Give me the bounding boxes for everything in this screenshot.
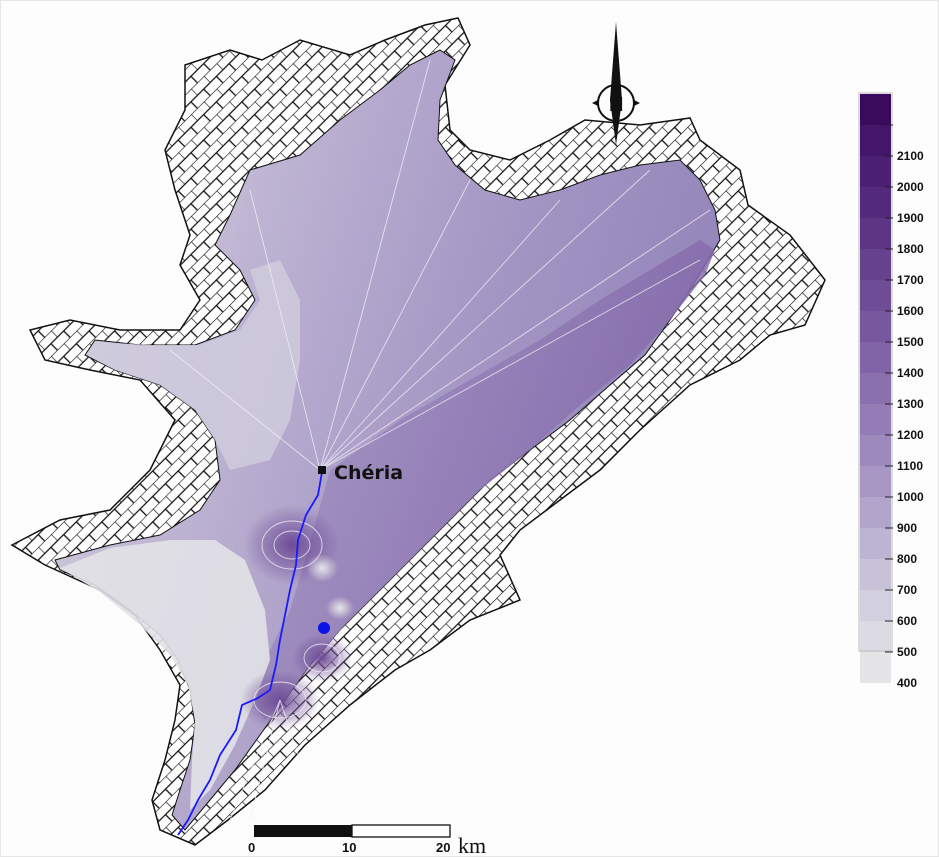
legend-swatch bbox=[860, 466, 891, 497]
light-spot bbox=[306, 554, 338, 582]
legend-swatch bbox=[860, 311, 891, 342]
legend-label: 1100 bbox=[897, 459, 923, 473]
legend-label: 1200 bbox=[897, 428, 924, 442]
legend: 2100 2000 1900 1800 1700 1600 1500 1400 1300 1200… bbox=[858, 92, 924, 690]
legend-swatch bbox=[860, 187, 891, 218]
legend-swatch bbox=[860, 435, 891, 466]
scale-tick-20: 20 bbox=[436, 840, 450, 855]
contour-lines bbox=[169, 59, 711, 821]
legend-swatch bbox=[860, 652, 891, 683]
legend-label: 1400 bbox=[897, 366, 924, 380]
legend-swatch bbox=[860, 125, 891, 156]
legend-label: 1000 bbox=[897, 490, 924, 504]
legend-label: 1300 bbox=[897, 397, 924, 411]
legend-swatch bbox=[860, 404, 891, 435]
legend-label: 500 bbox=[897, 645, 917, 659]
legend-swatch bbox=[860, 249, 891, 280]
hotspot bbox=[292, 634, 352, 682]
legend-swatch bbox=[860, 342, 891, 373]
legend-swatch bbox=[860, 528, 891, 559]
scale-unit: km bbox=[458, 833, 486, 857]
north-arrow-icon: N bbox=[592, 22, 640, 145]
legend-label: 700 bbox=[897, 583, 917, 597]
legend-swatch bbox=[860, 218, 891, 249]
high-value-zone bbox=[250, 240, 715, 720]
city-marker bbox=[318, 466, 326, 474]
legend-label: 2100 bbox=[897, 149, 924, 163]
scale-tick-0: 0 bbox=[248, 840, 255, 855]
legend-label: 400 bbox=[897, 676, 917, 690]
legend-label: 900 bbox=[897, 521, 917, 535]
legend-label: 2000 bbox=[897, 180, 924, 194]
scale-bar-white-segment bbox=[351, 824, 451, 838]
legend-swatch bbox=[860, 373, 891, 404]
light-spot bbox=[326, 596, 354, 620]
legend-swatch bbox=[860, 590, 891, 621]
river bbox=[177, 471, 323, 836]
legend-label: 1900 bbox=[897, 211, 924, 225]
legend-swatch bbox=[860, 497, 891, 528]
legend-label: 1700 bbox=[897, 273, 924, 287]
city-label: Chéria bbox=[334, 462, 403, 484]
legend-label: 1500 bbox=[897, 335, 924, 349]
low-value-zone-west bbox=[60, 540, 270, 810]
north-letter: N bbox=[609, 94, 623, 116]
legend-swatch bbox=[860, 94, 891, 125]
legend-swatch bbox=[860, 280, 891, 311]
low-value-zone-northwest bbox=[88, 260, 300, 470]
scale-bar: 0 10 20 km bbox=[248, 824, 486, 857]
legend-border bbox=[858, 92, 893, 652]
legend-swatch bbox=[860, 559, 891, 590]
scale-bar-black-segment bbox=[254, 825, 352, 837]
location-point bbox=[318, 622, 330, 634]
legend-label: 600 bbox=[897, 614, 917, 628]
legend-label: 800 bbox=[897, 552, 917, 566]
legend-label: 1600 bbox=[897, 304, 924, 318]
legend-swatch bbox=[860, 621, 891, 652]
legend-swatch bbox=[860, 156, 891, 187]
legend-label: 1800 bbox=[897, 242, 924, 256]
scale-tick-10: 10 bbox=[342, 840, 356, 855]
